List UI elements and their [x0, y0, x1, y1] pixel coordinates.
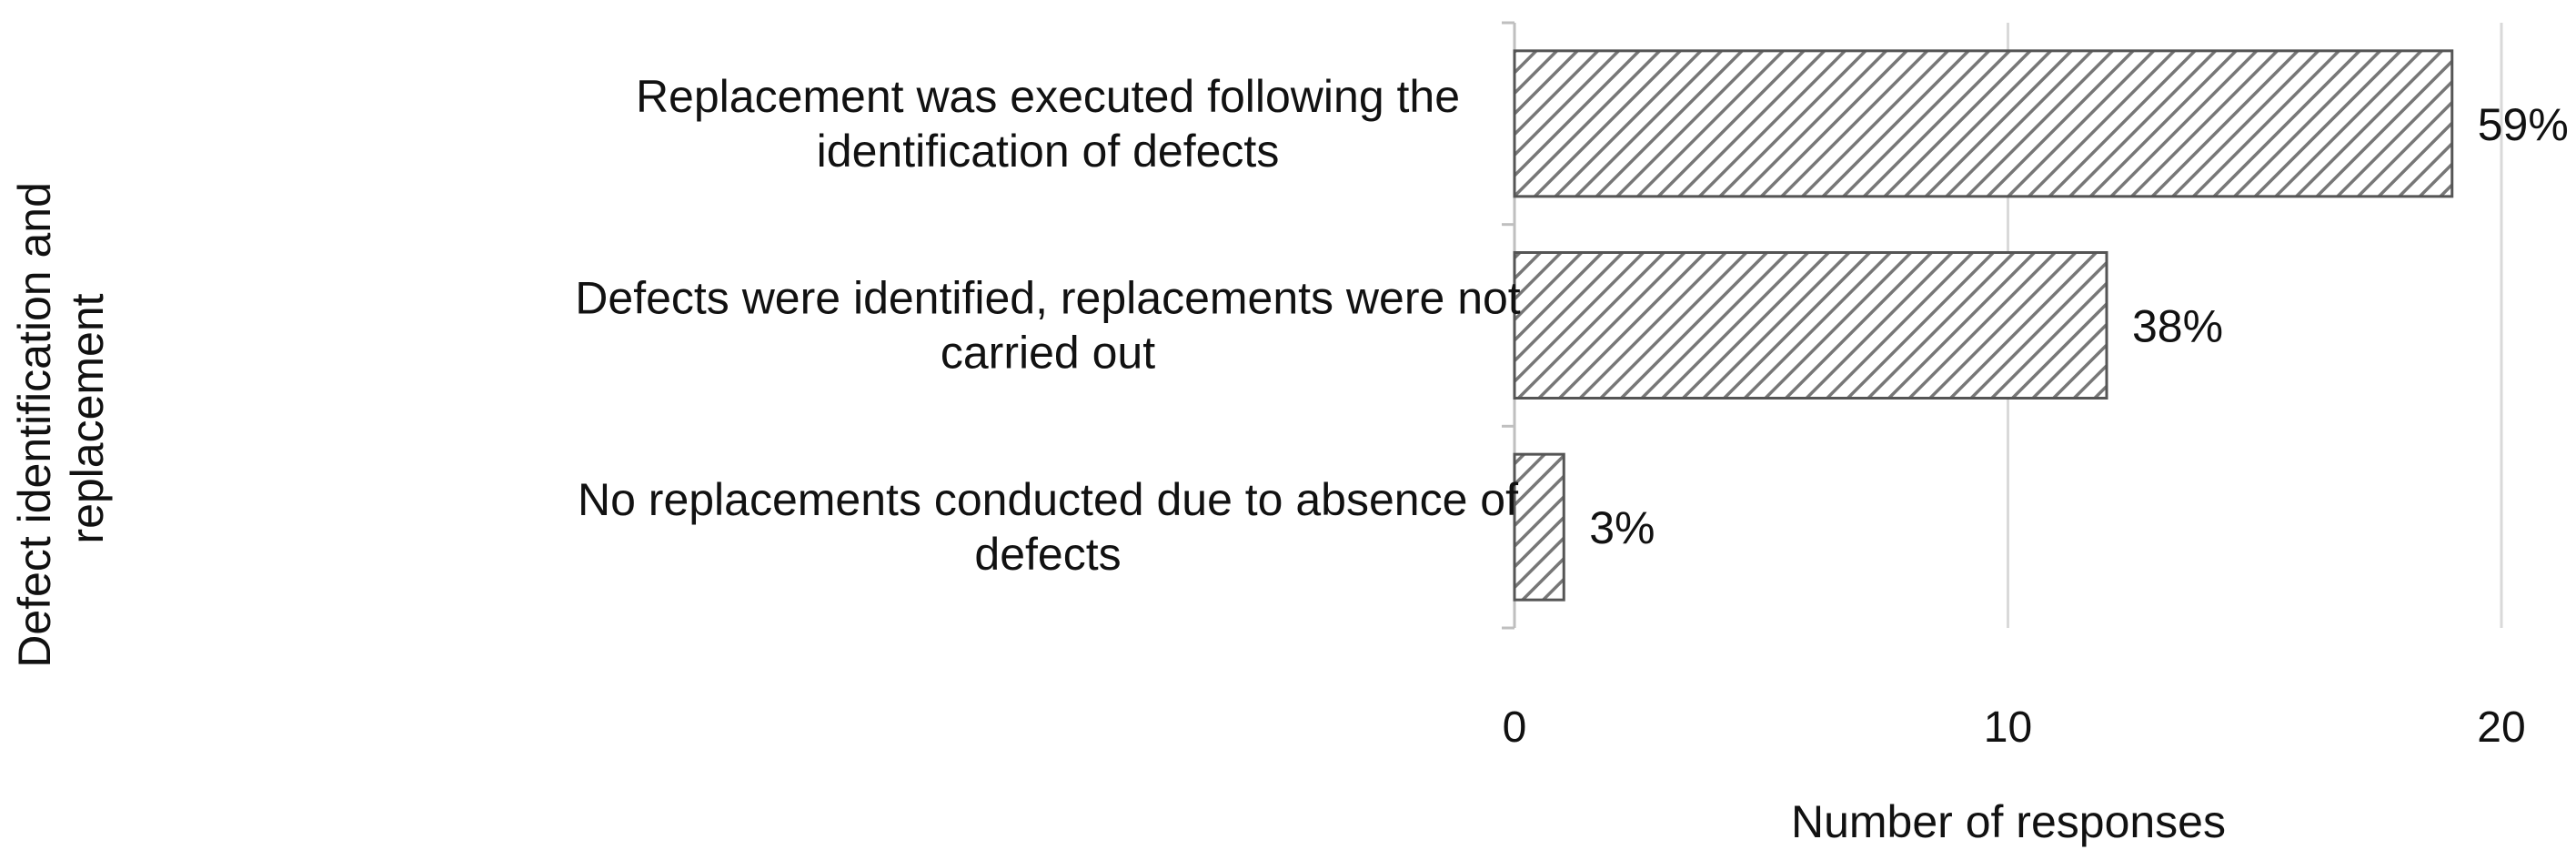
bar-2 [1513, 251, 2108, 400]
x-tick-label-0: 0 [1503, 703, 1527, 752]
x-tick-label-20: 20 [2477, 703, 2525, 752]
category-labels: Replacement was executed following the id… [575, 71, 1521, 580]
category-label-line: Replacement was executed following the [636, 71, 1460, 122]
data-label-2: 38% [2132, 301, 2223, 352]
x-tick-label-10: 10 [1984, 703, 2032, 752]
category-label-line: Defects were identified, replacements we… [575, 273, 1521, 324]
category-label-line: No replacements conducted due to absence… [578, 474, 1518, 525]
x-tick-labels: 0 10 20 [1503, 703, 2526, 752]
bar-1 [1513, 49, 2454, 198]
x-axis-title: Number of responses [1791, 796, 2226, 847]
data-label-3: 3% [1589, 502, 1655, 553]
data-labels: 59% 38% 3% [1589, 99, 2569, 553]
y-axis-title-line-1: Defect identification and [9, 182, 60, 668]
category-label-3: No replacements conducted due to absence… [578, 474, 1518, 580]
category-label-1: Replacement was executed following the id… [636, 71, 1460, 177]
bar-3 [1513, 452, 1565, 602]
category-label-line: carried out [941, 328, 1155, 379]
category-label-2: Defects were identified, replacements we… [575, 273, 1521, 379]
data-label-1: 59% [2478, 99, 2569, 150]
category-label-line: identification of defects [817, 126, 1280, 177]
y-axis-title-line-2: replacement [62, 293, 113, 543]
bars [1513, 49, 2454, 602]
axis-lines [1502, 21, 1516, 630]
y-axis-title: Defect identification and replacement [9, 169, 113, 668]
category-label-line: defects [974, 529, 1121, 580]
